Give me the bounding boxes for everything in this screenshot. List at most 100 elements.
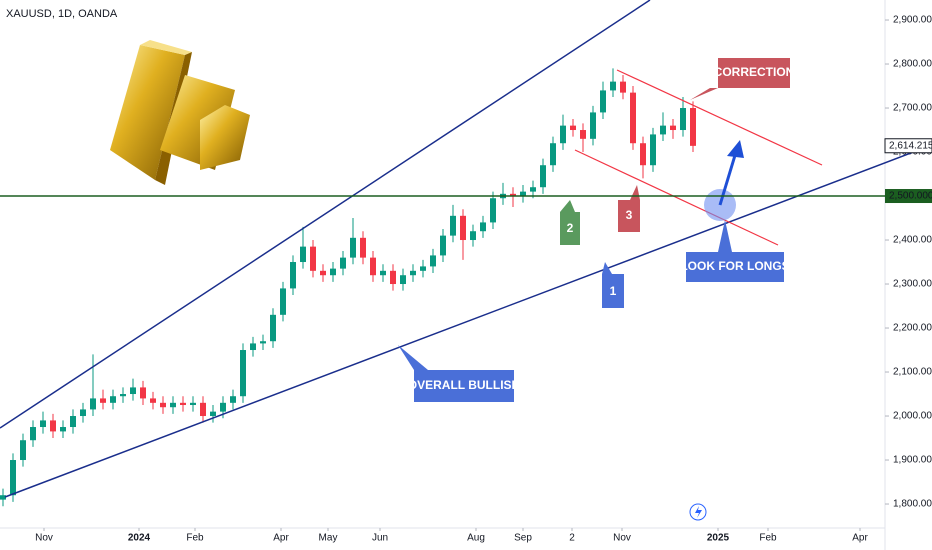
- candle-body: [530, 187, 536, 192]
- candle-body: [680, 108, 686, 131]
- candle-body: [540, 165, 546, 188]
- symbol-title: XAUUSD, 1D, OANDA: [6, 8, 118, 20]
- callout: [602, 262, 624, 308]
- candle-body: [480, 222, 486, 232]
- candle-body: [40, 420, 46, 428]
- candle-body: [310, 246, 316, 271]
- callout: [398, 345, 514, 402]
- candle-body: [150, 398, 156, 403]
- x-tick-label: Feb: [759, 533, 777, 544]
- candle-body: [280, 288, 286, 315]
- x-tick-label: Apr: [273, 533, 289, 544]
- annotation-text: 2: [567, 221, 574, 235]
- channel-lower: [574, 149, 779, 246]
- candle-body: [370, 257, 376, 276]
- candle-body: [420, 266, 426, 271]
- x-tick-label: 2025: [707, 533, 730, 544]
- candle-body: [160, 402, 166, 408]
- candle-body: [140, 387, 146, 399]
- y-tick-label: 2,100.000: [893, 367, 932, 378]
- candle-body: [430, 255, 436, 267]
- candle-body: [320, 270, 326, 276]
- candle-body: [630, 92, 636, 144]
- candle-body: [290, 262, 296, 289]
- candle-body: [200, 402, 206, 417]
- candle-body: [110, 396, 116, 403]
- level-price-label: 2,500.000: [889, 191, 932, 202]
- candle-body: [300, 246, 306, 263]
- gold-bars-image: [110, 40, 250, 185]
- x-tick-label: Feb: [186, 533, 204, 544]
- candle-body: [610, 81, 616, 91]
- x-tick-label: 2: [569, 533, 575, 544]
- candle-body: [660, 125, 666, 135]
- candle-body: [410, 270, 416, 276]
- y-tick-label: 2,200.000: [893, 323, 932, 334]
- channel-upper: [616, 69, 823, 166]
- candle-body: [490, 198, 496, 223]
- x-tick-label: Aug: [467, 533, 485, 544]
- x-tick-label: Nov: [35, 533, 53, 544]
- y-tick-label: 2,900.000: [893, 15, 932, 26]
- callout: [690, 58, 790, 100]
- x-tick-label: Nov: [613, 533, 631, 544]
- candle-body: [0, 495, 6, 500]
- x-tick-label: Apr: [852, 533, 868, 544]
- level-price-tag: [885, 189, 932, 204]
- y-tick-label: 2,700.000: [893, 103, 932, 114]
- y-tick-label: 1,800.000: [893, 499, 932, 510]
- candle-body: [330, 268, 336, 276]
- candle-body: [450, 215, 456, 236]
- candle-body: [60, 427, 66, 432]
- candle-body: [350, 237, 356, 258]
- candle-body: [520, 191, 526, 197]
- candle-body: [400, 275, 406, 285]
- candle-body: [260, 341, 266, 344]
- candle-body: [100, 398, 106, 403]
- candles: [0, 68, 696, 507]
- axes: 1,800.000 1,900.000 2,000.000 2,100.000 2,20…: [35, 15, 932, 544]
- candle-body: [240, 350, 246, 397]
- candle-body: [600, 90, 606, 113]
- y-tick-label: 2,300.000: [893, 279, 932, 290]
- callout: [686, 220, 784, 282]
- x-tick-label: May: [319, 533, 338, 544]
- last-price-tag: [884, 138, 932, 154]
- annotation-text: 3: [626, 208, 633, 222]
- candle-body: [620, 81, 626, 93]
- annotation-text: LOOK FOR LONGS: [680, 259, 789, 273]
- callout: [560, 200, 580, 245]
- candle-body: [470, 231, 476, 241]
- y-tick-label: 2,400.000: [893, 235, 932, 246]
- candle-body: [640, 143, 646, 166]
- last-price-label: 2,614.215: [889, 140, 932, 151]
- candle-body: [560, 125, 566, 144]
- x-tick-label: 2024: [128, 533, 151, 544]
- x-tick-label: Sep: [514, 533, 532, 544]
- candle-body: [390, 270, 396, 285]
- candle-body: [120, 394, 126, 397]
- candle-body: [80, 409, 86, 417]
- candle-body: [550, 143, 556, 166]
- upper-trendline: [0, 0, 651, 429]
- candle-body: [650, 134, 656, 166]
- candle-body: [70, 416, 76, 428]
- candle-body: [360, 237, 366, 258]
- candle-body: [250, 343, 256, 351]
- candle-body: [690, 108, 696, 146]
- candle-body: [210, 411, 216, 417]
- candle-body: [570, 125, 576, 131]
- candle-body: [30, 427, 36, 441]
- annotation-text: OVERALL BULLISH: [408, 378, 520, 392]
- candle-body: [170, 402, 176, 408]
- candle-body: [190, 402, 196, 406]
- events-icon[interactable]: [689, 503, 707, 521]
- lower-trendline: [4, 144, 932, 498]
- arrow-head: [727, 140, 744, 158]
- candle-body: [460, 215, 466, 241]
- candle-body: [50, 420, 56, 432]
- candle-body: [130, 387, 136, 395]
- candle-body: [670, 125, 676, 131]
- candle-body: [10, 460, 16, 496]
